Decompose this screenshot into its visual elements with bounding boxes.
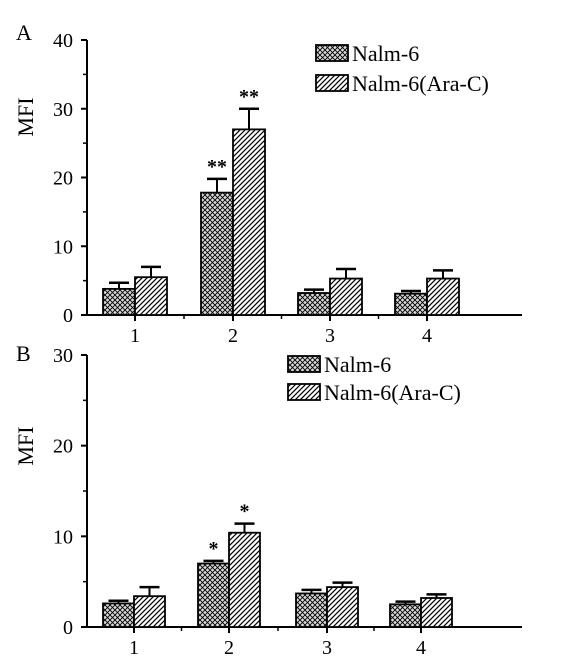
y-tick-label: 40 xyxy=(53,30,73,52)
x-tick-label: 1 xyxy=(129,637,139,659)
legend-swatch xyxy=(315,74,349,92)
y-tick-label: 30 xyxy=(53,99,73,121)
chart-panel-a: A MFI 0 10 20 30 40 1 2 3 4 ** ** Nalm-6 Nalm-6(Ara-C) xyxy=(13,20,522,347)
y-tick-label: 0 xyxy=(63,305,73,327)
significance-marker: ** xyxy=(207,156,227,178)
panel-label: B xyxy=(16,341,31,366)
bar-nalm6-cat4 xyxy=(389,603,422,628)
bar-nalm6-arac-cat2 xyxy=(228,531,261,628)
x-tick-label: 3 xyxy=(322,637,332,659)
bar-nalm6-cat2 xyxy=(197,562,230,628)
bar-nalm6-cat2 xyxy=(200,191,234,316)
y-tick-label: 20 xyxy=(53,436,73,458)
y-tick-label: 10 xyxy=(53,236,73,258)
bar-nalm6-arac-cat1 xyxy=(133,595,166,628)
y-axis-label: MFI xyxy=(13,97,38,136)
legend-label: Nalm-6(Ara-C) xyxy=(352,71,489,96)
bar-nalm6-arac-cat2 xyxy=(232,128,266,316)
panel-label: A xyxy=(16,20,32,45)
x-tick-label: 2 xyxy=(224,637,234,659)
x-tick-label: 1 xyxy=(130,325,140,347)
bar-nalm6-cat4 xyxy=(394,292,428,316)
bar-nalm6-cat1 xyxy=(102,602,135,628)
bar-nalm6-arac-cat4 xyxy=(420,597,453,628)
significance-marker: ** xyxy=(239,86,259,108)
legend-label: Nalm-6(Ara-C) xyxy=(324,380,461,405)
x-tick-label: 4 xyxy=(416,637,426,659)
bar-nalm6-arac-cat3 xyxy=(326,586,359,628)
bar-nalm6-arac-cat3 xyxy=(329,277,363,316)
legend-swatch xyxy=(315,44,349,62)
y-tick-label: 30 xyxy=(53,345,73,367)
y-tick-label: 10 xyxy=(53,526,73,548)
significance-marker: * xyxy=(209,538,219,560)
legend-swatch xyxy=(287,355,321,373)
legend: Nalm-6 Nalm-6(Ara-C) xyxy=(287,352,461,405)
legend-label: Nalm-6 xyxy=(352,41,419,66)
y-tick-label: 0 xyxy=(63,617,73,639)
bar-nalm6-cat3 xyxy=(297,292,331,316)
bar-nalm6-cat1 xyxy=(102,287,136,316)
bar-nalm6-arac-cat4 xyxy=(426,277,460,316)
x-tick-label: 3 xyxy=(325,325,335,347)
significance-marker: * xyxy=(240,501,250,523)
x-tick-label: 2 xyxy=(228,325,238,347)
legend-label: Nalm-6 xyxy=(324,352,391,377)
x-tick-label: 4 xyxy=(422,325,432,347)
chart-panel-b: B MFI 0 10 20 30 1 2 3 4 * * Nalm-6 Nalm-6(Ara-C) xyxy=(13,341,522,659)
bar-nalm6-cat3 xyxy=(295,592,328,628)
y-axis-label: MFI xyxy=(13,426,38,465)
legend-swatch xyxy=(287,383,321,401)
y-tick-label: 20 xyxy=(53,168,73,190)
legend: Nalm-6 Nalm-6(Ara-C) xyxy=(315,41,489,96)
bar-nalm6-arac-cat1 xyxy=(134,276,168,316)
